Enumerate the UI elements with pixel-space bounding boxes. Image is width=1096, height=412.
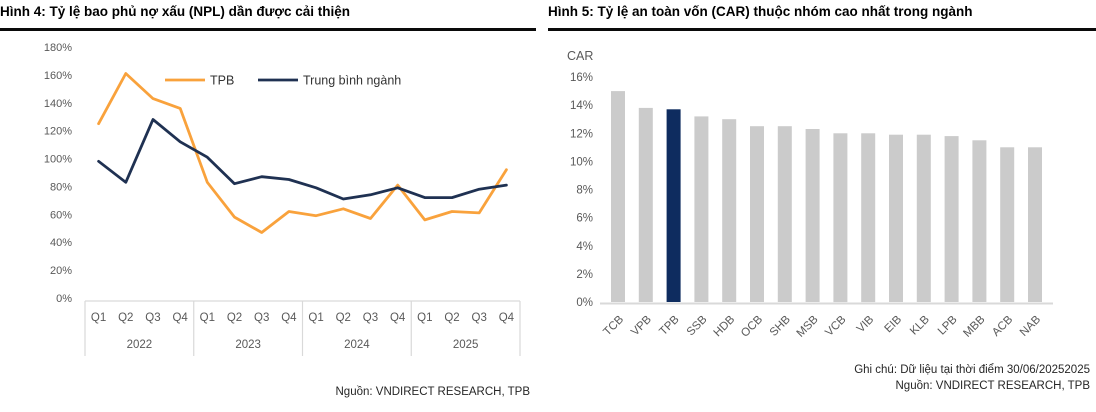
figure4-title: Hình 4: Tỷ lệ bao phủ nợ xấu (NPL) dần đ… bbox=[0, 4, 536, 31]
year-label: 2022 bbox=[127, 339, 153, 351]
y-tick-label: 120% bbox=[44, 126, 72, 138]
quarter-label: Q1 bbox=[308, 312, 323, 324]
quarter-label: Q1 bbox=[417, 312, 432, 324]
bank-label-SSB: SSB bbox=[685, 313, 710, 338]
y-tick-label: 20% bbox=[50, 265, 72, 277]
y-tick-label: 80% bbox=[50, 181, 72, 193]
quarter-label: Q3 bbox=[363, 312, 378, 324]
bar-SHB bbox=[777, 126, 792, 302]
bar-MSB bbox=[805, 129, 820, 302]
bar-KLB bbox=[916, 134, 931, 302]
bank-label-OCB: OCB bbox=[739, 313, 765, 339]
bar-MBB bbox=[972, 140, 987, 302]
bar-VIB bbox=[861, 133, 876, 303]
bank-label-SHB: SHB bbox=[768, 313, 793, 338]
y-tick-label: 14% bbox=[570, 100, 593, 112]
bank-label-VIB: VIB bbox=[855, 313, 877, 335]
figure5-panel: Hình 5: Tỷ lệ an toàn vốn (CAR) thuộc nh… bbox=[548, 0, 1096, 412]
bank-label-HDB: HDB bbox=[712, 313, 738, 339]
quarter-label: Q3 bbox=[254, 312, 269, 324]
y-tick-label: 10% bbox=[570, 156, 593, 168]
bank-label-ACB: ACB bbox=[990, 313, 1015, 338]
legend-label: Trung bình ngành bbox=[303, 74, 401, 88]
y-tick-label: 6% bbox=[576, 213, 593, 225]
figure5-title: Hình 5: Tỷ lệ an toàn vốn (CAR) thuộc nh… bbox=[548, 4, 1096, 31]
bar-OCB bbox=[750, 126, 764, 302]
bar-EIB bbox=[889, 134, 903, 302]
car-axis-title: CAR bbox=[567, 49, 593, 63]
quarter-label: Q4 bbox=[499, 312, 515, 324]
npl-line-chart: 0% 20% 40% 60% 80% 100% 120% 140% 160% 180% Q1 Q2 Q3… bbox=[44, 42, 521, 356]
quarter-label: Q4 bbox=[172, 312, 188, 324]
quarter-label: Q1 bbox=[91, 312, 106, 324]
y-tick-label: 100% bbox=[44, 154, 72, 166]
y-tick-label: 8% bbox=[576, 185, 593, 197]
quarter-label: Q4 bbox=[281, 312, 297, 324]
year-label: 2023 bbox=[235, 339, 261, 351]
bank-label-LPB: LPB bbox=[936, 313, 960, 337]
year-label: 2025 bbox=[453, 339, 479, 351]
y-tick-label: 140% bbox=[44, 98, 72, 110]
y-tick-label: 40% bbox=[50, 237, 72, 249]
y-tick-label: 2% bbox=[576, 269, 593, 281]
quarter-label: Q2 bbox=[227, 312, 242, 324]
bar-TCB bbox=[611, 91, 625, 302]
figure4-panel: Hình 4: Tỷ lệ bao phủ nợ xấu (NPL) dần đ… bbox=[0, 4, 536, 398]
bank-label-KLB: KLB bbox=[908, 313, 932, 337]
quarter-label: Q2 bbox=[444, 312, 459, 324]
y-tick-label: 4% bbox=[576, 241, 593, 253]
bar-LPB bbox=[944, 136, 959, 302]
bank-label-EIB: EIB bbox=[883, 313, 905, 335]
bank-label-TPB: TPB bbox=[657, 313, 682, 338]
legend-label: TPB bbox=[210, 74, 234, 88]
bar-SSB bbox=[694, 116, 709, 303]
y-tick-label: 180% bbox=[44, 42, 72, 54]
bank-label-TCB: TCB bbox=[601, 313, 626, 338]
quarter-label: Q2 bbox=[336, 312, 351, 324]
bank-label-MSB: MSB bbox=[795, 313, 821, 339]
quarter-label: Q3 bbox=[145, 312, 160, 324]
y-tick-label: 60% bbox=[50, 209, 72, 221]
year-label: 2024 bbox=[344, 339, 370, 351]
bar-ACB bbox=[1000, 147, 1015, 302]
y-tick-label: 0% bbox=[576, 297, 593, 309]
figure4-source: Nguồn: VNDIRECT RESEARCH, TPB bbox=[335, 386, 531, 398]
quarter-label: Q1 bbox=[200, 312, 215, 324]
quarter-label: Q4 bbox=[390, 312, 406, 324]
bank-label-VPB: VPB bbox=[629, 313, 654, 338]
bar-HDB bbox=[722, 119, 737, 302]
quarter-label: Q2 bbox=[118, 312, 133, 324]
y-tick-label: 16% bbox=[570, 72, 593, 84]
y-tick-label: 12% bbox=[570, 128, 593, 140]
bank-label-NAB: NAB bbox=[1018, 313, 1043, 338]
industry-average-line bbox=[97, 118, 508, 201]
car-bar-chart: CAR 0% 2% 4% 6% 8% 10% 12% 14% 16% TCB VPB TPB SSB HDB… bbox=[567, 49, 1053, 340]
quarter-label: Q3 bbox=[472, 312, 487, 324]
figure5-source: Nguồn: VNDIRECT RESEARCH, TPB bbox=[895, 380, 1091, 392]
bank-label-VCB: VCB bbox=[823, 313, 848, 338]
bar-TPB bbox=[666, 109, 681, 302]
bank-label-MBB: MBB bbox=[961, 313, 987, 339]
bar-NAB bbox=[1028, 147, 1042, 302]
bar-VCB bbox=[833, 133, 848, 303]
tpb-line bbox=[97, 72, 508, 234]
y-tick-label: 0% bbox=[56, 293, 72, 305]
figure5-note: Ghi chú: Dữ liệu tại thời điểm 30/06/202… bbox=[854, 364, 1090, 376]
y-tick-label: 160% bbox=[44, 70, 72, 82]
bar-VPB bbox=[638, 107, 653, 303]
